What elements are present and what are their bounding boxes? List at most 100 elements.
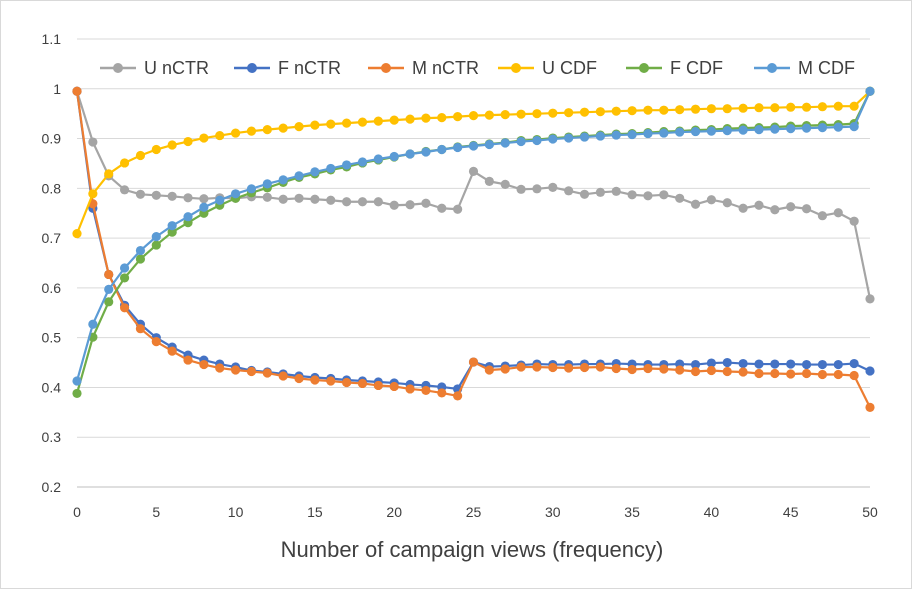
data-point-m-nctr — [801, 368, 812, 379]
data-point-m-nctr — [135, 324, 146, 334]
data-point-m-cdf — [849, 122, 859, 132]
data-point-u-nctr — [564, 186, 574, 196]
data-point-m-cdf — [151, 232, 161, 242]
data-point-u-nctr — [627, 190, 637, 200]
data-point-u-nctr — [643, 191, 653, 201]
x-tick-label: 10 — [228, 504, 244, 520]
data-point-m-cdf — [437, 144, 447, 155]
data-point-f-nctr — [849, 358, 859, 369]
data-point-u-nctr — [88, 137, 98, 147]
data-point-u-cdf — [611, 106, 621, 116]
data-point-f-cdf — [151, 240, 161, 250]
data-point-u-nctr — [294, 193, 304, 203]
x-tick-label: 0 — [73, 504, 81, 520]
data-point-u-cdf — [357, 117, 368, 127]
data-point-m-nctr — [675, 365, 685, 375]
data-point-m-cdf — [532, 135, 542, 146]
data-point-u-nctr — [167, 191, 177, 201]
data-point-m-cdf — [659, 128, 669, 138]
data-point-m-cdf — [246, 184, 257, 194]
data-point-m-nctr — [659, 364, 669, 374]
series-line-f-cdf — [75, 90, 871, 394]
series-line-f-nctr — [75, 91, 871, 391]
data-point-u-nctr — [690, 199, 701, 209]
data-point-m-nctr — [421, 385, 431, 396]
data-point-u-cdf — [548, 108, 558, 118]
data-point-u-cdf — [310, 120, 320, 130]
data-point-m-cdf — [579, 132, 590, 142]
data-point-f-nctr — [817, 359, 828, 370]
data-point-m-cdf — [564, 133, 574, 143]
x-tick-label: 50 — [862, 504, 878, 520]
data-point-u-cdf — [849, 101, 859, 111]
data-point-u-cdf — [738, 103, 748, 113]
x-tick-label: 35 — [624, 504, 640, 520]
y-tick-label: 0.3 — [42, 429, 62, 445]
data-point-m-nctr — [595, 362, 605, 372]
x-tick-label: 40 — [704, 504, 720, 520]
data-point-m-cdf — [801, 123, 812, 133]
data-point-f-cdf — [135, 254, 146, 264]
data-point-u-nctr — [532, 184, 542, 194]
y-tick-label: 0.5 — [42, 330, 62, 346]
data-point-u-cdf — [135, 150, 146, 161]
data-point-u-nctr — [405, 200, 415, 210]
data-point-m-cdf — [326, 163, 336, 174]
data-point-m-nctr — [579, 362, 590, 373]
data-point-u-cdf — [278, 123, 288, 133]
series-f-nctr — [72, 86, 875, 394]
data-point-u-cdf — [453, 112, 463, 122]
legend-item-u-cdf: U CDF — [498, 58, 597, 78]
data-point-m-nctr — [770, 368, 780, 379]
axes: 0.2 0.3 0.4 0.5 0.6 0.7 0.8 0.9 1 1.1 0 5 10 15 20 25 30… — [42, 31, 878, 520]
data-point-m-nctr — [437, 388, 447, 398]
data-point-u-cdf — [437, 113, 447, 123]
legend-label: M nCTR — [412, 58, 479, 78]
data-point-m-cdf — [342, 160, 352, 170]
data-point-u-cdf — [104, 169, 114, 179]
data-point-m-cdf — [294, 171, 304, 181]
y-tick-label: 0.7 — [42, 230, 62, 246]
data-point-u-nctr — [833, 208, 843, 218]
data-point-m-nctr — [183, 355, 193, 365]
y-tick-label: 0.2 — [42, 479, 62, 495]
legend-marker — [113, 63, 123, 73]
data-point-u-cdf — [770, 103, 780, 113]
data-point-u-cdf — [627, 106, 637, 116]
data-point-m-nctr — [754, 368, 764, 379]
data-point-u-cdf — [231, 128, 241, 138]
data-point-u-cdf — [690, 104, 701, 114]
data-point-u-cdf — [215, 130, 225, 141]
data-point-m-cdf — [405, 149, 415, 159]
data-point-m-cdf — [722, 125, 732, 136]
legend-marker — [511, 63, 521, 73]
data-point-u-cdf — [786, 102, 796, 112]
series-m-nctr — [72, 86, 875, 412]
data-point-u-cdf — [817, 102, 828, 112]
data-point-u-cdf — [405, 114, 415, 124]
data-point-m-nctr — [849, 370, 859, 381]
data-point-u-nctr — [548, 182, 558, 192]
data-point-m-cdf — [865, 86, 875, 96]
data-point-m-nctr — [833, 369, 843, 380]
data-point-u-cdf — [88, 189, 98, 199]
data-point-m-nctr — [786, 369, 796, 379]
data-point-u-nctr — [738, 203, 748, 213]
data-point-u-nctr — [500, 179, 510, 189]
data-point-m-cdf — [833, 122, 843, 132]
data-point-u-nctr — [675, 193, 685, 203]
data-point-m-nctr — [516, 362, 526, 372]
y-tick-label: 0.4 — [42, 379, 62, 395]
data-point-u-cdf — [167, 140, 177, 150]
data-point-m-nctr — [468, 357, 479, 367]
data-point-m-nctr — [405, 384, 415, 394]
data-point-u-cdf — [532, 109, 542, 119]
data-point-m-cdf — [468, 141, 479, 151]
data-point-m-cdf — [675, 127, 685, 137]
data-point-f-nctr — [833, 359, 843, 370]
data-point-m-nctr — [564, 363, 574, 373]
data-point-u-cdf — [342, 118, 352, 128]
series-lines — [72, 86, 875, 412]
legend-item-m-nctr: M nCTR — [368, 58, 479, 78]
